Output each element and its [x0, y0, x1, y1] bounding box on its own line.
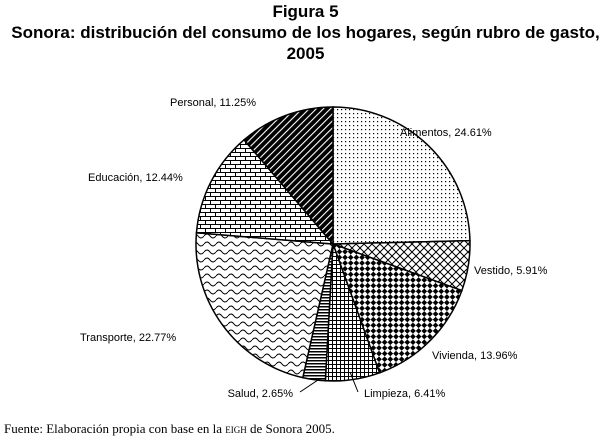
slice-label-personal: Personal, 11.25% [170, 97, 256, 109]
pie-slice-transporte [195, 231, 334, 379]
leader-line [299, 379, 319, 393]
leader-lines [299, 371, 359, 393]
title-block: Figura 5 Sonora: distribución del consum… [0, 2, 611, 64]
slice-label-vivienda: Vivienda, 13.96% [432, 350, 518, 362]
source-acronym: eigh [225, 421, 247, 436]
leader-line [349, 371, 359, 393]
pie-slice-alimentos [332, 106, 471, 245]
slice-label-alimentos: Alimentos, 24.61% [400, 127, 492, 139]
pie-slice-vivienda [331, 242, 463, 374]
chart-title: Sonora: distribución del consumo de los … [11, 23, 600, 63]
source-suffix: de Sonora 2005. [246, 421, 335, 436]
slice-label-transporte: Transporte, 22.77% [80, 332, 176, 344]
pie-slices [195, 106, 471, 382]
slice-label-vestido: Vestido, 5.91% [474, 265, 548, 277]
pie-slice-educacion [195, 138, 335, 245]
source-prefix: Fuente: Elaboración propia con base en l… [4, 421, 226, 436]
figure-label: Figura 5 [272, 2, 339, 21]
slice-label-educacion: Educación, 12.44% [88, 172, 183, 184]
slice-labels: Alimentos, 24.61% Vestido, 5.91% Vivienda,… [80, 97, 548, 400]
source-note: Fuente: Elaboración propia con base en l… [4, 421, 335, 437]
slice-label-limpieza: Limpieza, 6.41% [364, 388, 446, 400]
slice-label-salud: Salud, 2.65% [228, 388, 294, 400]
pie-slice-personal [242, 106, 334, 247]
